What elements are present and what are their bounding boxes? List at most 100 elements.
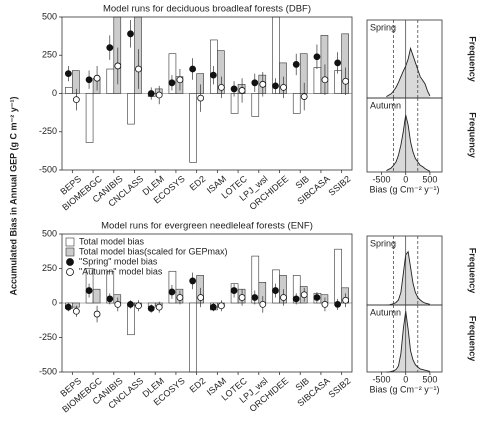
y-tick-label: 500 — [42, 11, 57, 21]
bias-point — [147, 90, 155, 97]
legend-swatch — [66, 258, 74, 266]
density-area — [386, 251, 430, 305]
x-tick-label: -500 — [373, 174, 391, 184]
y-axis-label: Frequency — [468, 316, 478, 362]
bias-point — [300, 291, 308, 299]
bias-bar — [127, 93, 135, 125]
x-axis-label: Bias (g Cm⁻² y⁻¹) — [369, 184, 439, 194]
x-tick-label: SSIB2 — [326, 376, 352, 400]
bias-bar — [217, 50, 225, 94]
bias-point — [114, 300, 122, 308]
legend-label: "Spring" model bias — [79, 256, 158, 266]
bias-point — [176, 76, 184, 84]
y-tick-label: 0 — [52, 88, 57, 98]
bias-point — [342, 296, 350, 304]
plot-frame — [61, 233, 353, 373]
y-tick-label: 250 — [42, 263, 57, 273]
bias-point — [321, 300, 329, 308]
bias-point — [85, 76, 93, 84]
legend-swatch — [66, 268, 74, 276]
bias-point — [168, 288, 176, 296]
legend-label: Total model bias — [79, 236, 145, 246]
y-axis-label: Frequency — [468, 36, 478, 82]
bias-bar — [134, 16, 142, 94]
bias-point — [313, 53, 321, 61]
plot-frame — [61, 16, 353, 171]
bias-point — [272, 82, 279, 90]
x-tick-label: 0 — [403, 374, 408, 384]
y-tick-label: -250 — [39, 332, 57, 342]
y-axis-label: Accumulated Bias in Annual GEP (g C m⁻² … — [8, 96, 18, 295]
x-tick-label: 500 — [422, 174, 437, 184]
panel-title: Model runs for evergreen needleleaf fore… — [101, 221, 313, 232]
bias-point — [93, 74, 101, 82]
y-tick-label: -500 — [39, 366, 57, 376]
density-area — [386, 311, 430, 372]
panel-label: Spring — [370, 238, 396, 248]
bias-point — [64, 70, 72, 78]
bias-bar — [72, 302, 80, 308]
x-axis-label: Bias (g Cm⁻² y⁻¹) — [369, 384, 439, 394]
bias-point — [176, 294, 184, 301]
bias-bar — [168, 270, 177, 304]
bias-point — [72, 96, 80, 104]
bias-bar — [320, 35, 329, 94]
bias-point — [209, 71, 217, 79]
bias-point — [114, 62, 122, 70]
bias-bar — [85, 268, 94, 304]
bias-point — [135, 65, 142, 73]
bias-bar — [251, 93, 260, 117]
bias-bar — [106, 68, 115, 94]
y-tick-label: -500 — [39, 164, 57, 174]
panel-label: Autumn — [370, 307, 401, 317]
bias-bar — [251, 255, 260, 304]
legend-swatch — [65, 247, 75, 257]
bias-point — [85, 287, 93, 294]
bias-bar — [279, 275, 287, 304]
bias-point — [106, 44, 114, 51]
bias-bar — [313, 67, 322, 94]
bias-point — [280, 294, 287, 301]
x-tick-label: 500 — [422, 374, 437, 384]
bias-point — [313, 294, 321, 301]
x-tick-label: 0 — [403, 174, 408, 184]
bias-point — [251, 79, 259, 87]
bias-bar — [127, 302, 135, 336]
density-area — [386, 114, 430, 172]
legend-label: "Autumn" model bias — [79, 266, 163, 276]
bias-point — [251, 294, 259, 301]
bias-point — [217, 83, 225, 91]
bias-point — [334, 300, 342, 308]
bias-point — [197, 294, 205, 301]
bias-point — [238, 294, 246, 301]
panel-label: Spring — [370, 22, 396, 32]
panel-title: Model runs for deciduous broadleaf fores… — [103, 4, 311, 15]
bias-point — [238, 87, 246, 94]
bias-point — [127, 30, 134, 38]
bias-point — [292, 295, 300, 303]
bias-point — [127, 300, 134, 308]
bias-point — [155, 303, 163, 311]
x-tick-label: ED2 — [188, 174, 208, 193]
bias-point — [230, 287, 238, 294]
bias-bar — [272, 16, 280, 94]
y-axis-label: Frequency — [468, 112, 478, 158]
legend-label: Total model bias(scaled for GEPmax) — [79, 246, 228, 256]
bias-bar — [113, 16, 122, 94]
bias-point — [168, 79, 176, 87]
plot-frame — [366, 304, 443, 373]
bias-point — [72, 307, 80, 315]
y-tick-label: -250 — [39, 126, 57, 136]
bias-point — [93, 310, 101, 318]
y-tick-label: 500 — [42, 228, 57, 238]
bias-point — [259, 300, 267, 308]
bias-bar — [85, 93, 94, 143]
bias-point — [230, 85, 238, 93]
bias-bar — [106, 270, 115, 304]
bias-point — [147, 305, 155, 312]
x-tick-label: -500 — [373, 374, 391, 384]
bias-point — [272, 287, 279, 294]
bias-point — [155, 91, 163, 99]
bias-point — [189, 277, 197, 285]
density-area — [386, 48, 430, 98]
